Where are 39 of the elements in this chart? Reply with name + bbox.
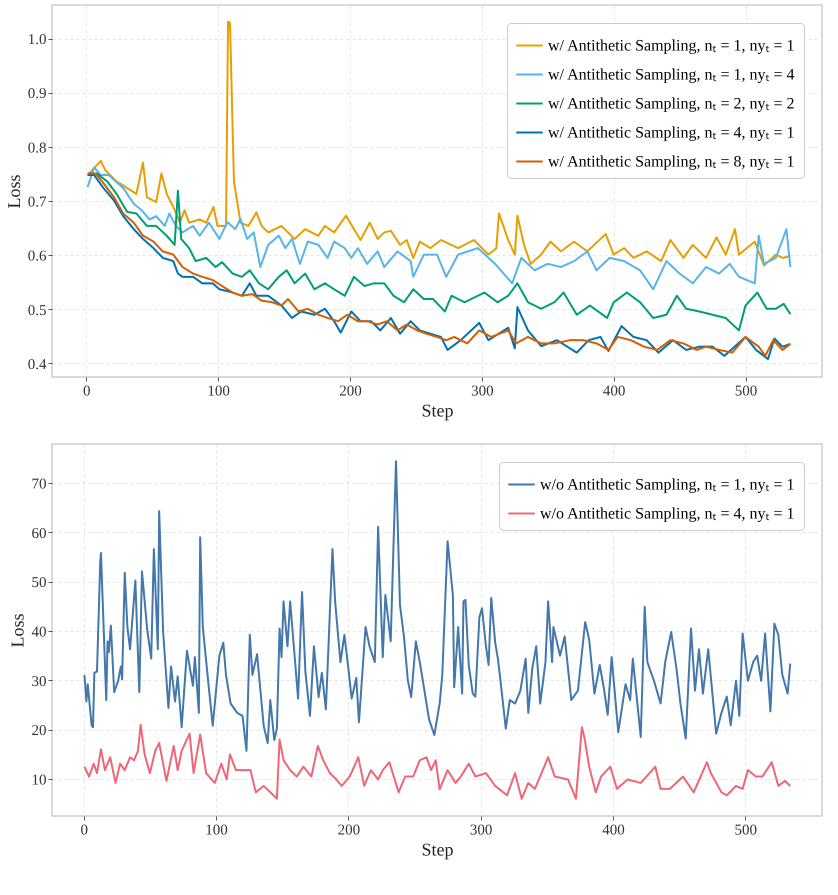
x-tick-label: 300 [471, 384, 494, 400]
legend-label: w/ Antithetic Sampling, nₜ = 8, nyₜ = 1 [548, 154, 794, 170]
line-series [83, 460, 792, 752]
x-tick-label: 400 [602, 384, 626, 400]
x-tick-label: 500 [734, 822, 758, 838]
y-tick-label: 10 [32, 772, 46, 788]
y-tick-label: 1.0 [28, 32, 46, 48]
y-tick-label: 0.5 [28, 302, 46, 319]
y-tick-label: 0.9 [28, 86, 46, 102]
x-tick-label: 0 [80, 822, 88, 838]
x-tick-label: 100 [207, 384, 230, 400]
y-tick-label: 0.8 [28, 140, 46, 156]
y-tick-label: 60 [32, 526, 46, 542]
legend-label: w/ Antithetic Sampling, nₜ = 1, nyₜ = 4 [548, 66, 794, 84]
x-tick-label: 300 [470, 822, 492, 838]
legend-label: w/o Antithetic Sampling, nₜ = 4, nyₜ = 1 [540, 506, 794, 522]
line-series [83, 724, 792, 800]
y-tick-label: 0.6 [28, 248, 47, 265]
legend-label: w/ Antithetic Sampling, nₜ = 1, nyₜ = 1 [548, 38, 794, 54]
y-tick-label: 40 [32, 624, 46, 640]
x-tick-label: 200 [339, 384, 362, 400]
x-axis-title: Step [421, 840, 454, 860]
x-tick-label: 100 [205, 822, 228, 838]
x-axis-title: Step [421, 400, 454, 420]
legend-label: w/ Antithetic Sampling, nₜ = 2, nyₜ = 2 [548, 96, 794, 112]
y-tick-label: 20 [32, 723, 46, 740]
legend-label: w/o Antithetic Sampling, nₜ = 1, nyₜ = 1 [540, 476, 794, 494]
y-axis-title: Loss [8, 613, 28, 648]
y-tick-label: 0.4 [28, 356, 47, 373]
x-tick-label: 400 [602, 822, 625, 838]
x-tick-label: 200 [338, 822, 360, 838]
y-tick-label: 70 [32, 476, 46, 492]
y-axis-title: Loss [4, 174, 24, 209]
y-tick-label: 30 [32, 674, 46, 690]
x-tick-label: 0 [83, 384, 91, 400]
y-tick-label: 50 [32, 575, 46, 592]
x-tick-label: 500 [734, 384, 758, 400]
y-tick-label: 0.7 [28, 194, 47, 211]
legend-label: w/ Antithetic Sampling, nₜ = 4, nyₜ = 1 [548, 124, 794, 142]
